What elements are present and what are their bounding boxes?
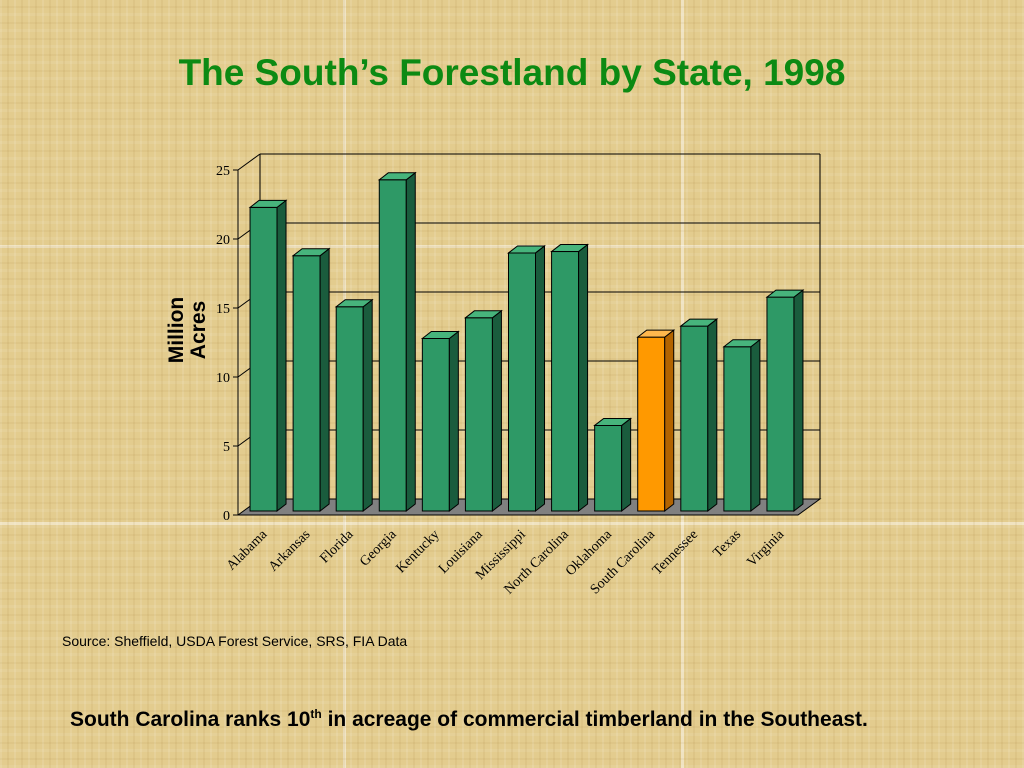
x-tick-label: Tennessee — [650, 527, 701, 578]
y-axis-label-line-2: Acres — [187, 301, 210, 359]
y-tick-label: 0 — [223, 509, 230, 524]
bar-top — [765, 289, 805, 298]
bar-front — [680, 325, 709, 512]
bar-side — [664, 329, 675, 513]
bar — [550, 243, 590, 513]
bar-top — [593, 417, 633, 426]
footnote: South Carolina ranks 10th in acreage of … — [70, 705, 950, 734]
bar-top — [334, 299, 374, 308]
y-tick-label: 20 — [216, 233, 230, 248]
bar-top — [420, 331, 460, 339]
bar-top — [636, 329, 676, 338]
bar — [291, 247, 331, 513]
y-axis-label-line-1: Million — [165, 297, 188, 364]
bar — [463, 309, 503, 513]
bar-front — [421, 338, 450, 512]
x-tick-label: Georgia — [357, 527, 400, 570]
bar — [248, 199, 288, 513]
bar-front — [378, 179, 407, 512]
bar-side — [578, 243, 589, 513]
footnote-text-start: South Carolina ranks 10 — [70, 708, 311, 731]
x-tick-label: Florida — [317, 527, 357, 567]
bar — [507, 244, 546, 513]
chart-bars — [248, 171, 805, 513]
bar-front — [637, 336, 666, 512]
y-tick-label: 15 — [216, 302, 230, 317]
bar — [765, 289, 805, 513]
footnote-text-end: in acreage of commercial timberland in t… — [321, 708, 868, 731]
bar-side — [793, 289, 804, 513]
bar-front — [508, 252, 536, 512]
bar-side — [491, 309, 502, 513]
y-tick-label: 25 — [216, 164, 230, 179]
bar — [722, 338, 762, 513]
bar — [593, 417, 633, 513]
x-tick-label: Arkansas — [266, 527, 313, 574]
bar-side — [535, 244, 545, 513]
bar-front — [723, 346, 752, 512]
bar-side — [319, 247, 330, 513]
bar-top — [377, 172, 417, 181]
bar — [636, 329, 676, 513]
bar — [679, 318, 719, 513]
bar-front — [249, 206, 278, 512]
slide-title: The South’s Forestland by State, 1998 — [178, 52, 846, 93]
bar-front — [292, 255, 321, 512]
y-axis-ticks: 0 5 10 15 20 25 — [216, 164, 238, 524]
bar-side — [621, 417, 632, 513]
x-tick-label: Texas — [711, 527, 745, 561]
bar-top — [248, 199, 288, 208]
bar-top — [463, 310, 503, 319]
bar-top — [507, 245, 546, 254]
bar-front — [464, 317, 493, 512]
bar-top — [291, 248, 331, 257]
bar-front — [551, 251, 580, 512]
bar — [420, 330, 460, 513]
bar-top — [722, 339, 762, 348]
bar-side — [276, 199, 287, 513]
bar-side — [750, 338, 761, 513]
bar — [377, 171, 417, 513]
bar-front — [335, 306, 364, 512]
x-tick-label: Kentucky — [394, 527, 443, 576]
bar-side — [405, 171, 416, 513]
bar — [334, 298, 374, 513]
gridline-side — [237, 153, 261, 171]
y-tick-label: 5 — [223, 440, 230, 455]
bar-front — [766, 296, 795, 512]
source-note: Source: Sheffield, USDA Forest Service, … — [62, 633, 408, 649]
x-tick-label: Alabama — [224, 527, 271, 574]
footnote-ordinal-suffix: th — [310, 707, 322, 721]
bar-side — [362, 298, 373, 513]
bar-front — [594, 424, 623, 512]
bar-side — [448, 330, 459, 513]
bar-top — [550, 244, 590, 253]
bar-side — [707, 318, 718, 513]
x-tick-label: Virginia — [744, 527, 787, 570]
bar-top — [679, 318, 719, 327]
y-tick-label: 10 — [216, 371, 230, 386]
